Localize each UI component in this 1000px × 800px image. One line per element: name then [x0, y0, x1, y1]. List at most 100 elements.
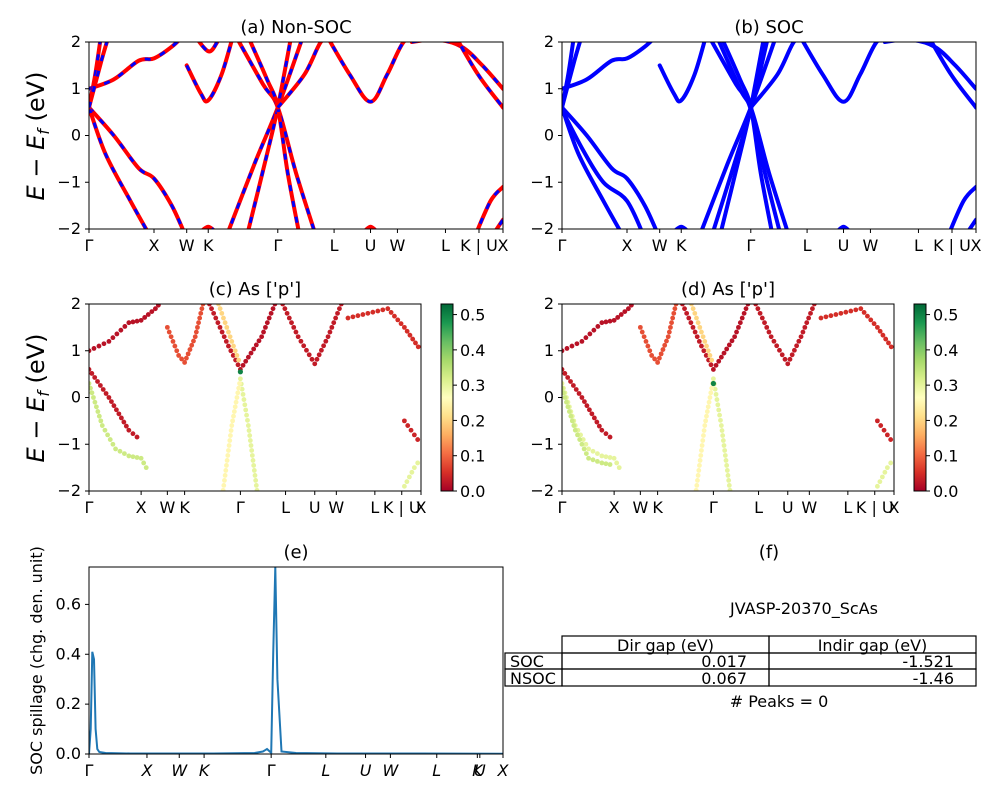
panel-c-band-8-point [220, 493, 225, 498]
panel-a-xtick-label: W [179, 236, 195, 255]
panel-a-band-13-soc-overlay [411, 42, 503, 90]
panel-c-band-3-point [164, 324, 170, 330]
panel-d-band-11-point [806, 315, 812, 321]
panel-a-xtick-label: X [149, 236, 160, 255]
panel-d-band-0-point [611, 317, 617, 323]
panel-d-band-1-point [576, 391, 582, 396]
panel-b-xtick-label: U [838, 236, 850, 255]
panel-c-band-7-point [253, 478, 259, 483]
panel-c-band-6-point [229, 339, 235, 344]
panel-c-band-3-point [166, 329, 172, 335]
panel-c-band-11-point [380, 307, 386, 313]
panel-c-band-5-point [270, 306, 276, 312]
panel-c-band-8-point [234, 395, 240, 400]
panel-d-band-13-point [875, 418, 880, 424]
panel-d-band-1-point [562, 367, 565, 372]
panel-c-band-0-point [114, 331, 120, 337]
panel-d-band-2-point [611, 455, 617, 461]
panel-c-band-7-point [241, 397, 247, 402]
panel-d-xtick-label: W [801, 498, 817, 517]
panel-d-band-11-point [789, 352, 795, 358]
panel-d-band-9-point [703, 418, 709, 424]
panel-d-band-12-point [838, 310, 844, 316]
panel-a-band-7-soc-overlay [227, 42, 303, 229]
panel-d-band-11-point [808, 310, 813, 316]
panel-c-band-11-point [385, 306, 391, 312]
panel-a-ytick-label: −1 [57, 172, 81, 191]
panel-c-band-0-point [106, 339, 112, 344]
panel-c-band-10-point [309, 356, 315, 362]
panel-d-band-3-point [603, 461, 609, 467]
panel-d-band-7-point [689, 304, 694, 307]
panel-c-band-5-point [264, 320, 270, 326]
panel-c-xtick-label: K | U [383, 498, 421, 517]
panel-c-band-13-point [415, 460, 421, 466]
panel-a-band-15-soc-overlay [476, 185, 503, 229]
panel-d-band-1-point [594, 419, 600, 425]
panel-d-colorbar-tick-label: 0.1 [933, 447, 958, 466]
panel-d-band-11-point [755, 306, 761, 312]
panel-c-band-3-point [198, 310, 204, 316]
panel-d-band-8-point [728, 493, 733, 498]
panel-e-xtick-label: X [140, 761, 153, 780]
panel-c-band-3-point [183, 355, 189, 361]
panel-d-band-2-point [590, 448, 596, 454]
panel-e-soc-spillage: (e) SOC spillage (chg. den. unit) 0.0 0.2 0.… [27, 542, 510, 780]
panel-c-band-10-point [321, 343, 327, 349]
panel-c-band-4-point [235, 362, 241, 368]
panel-d-band-13-point [884, 432, 890, 438]
panel-c-band-7-point [246, 428, 252, 433]
panel-d-band-8-point [725, 473, 731, 478]
panel-b-band-5 [562, 42, 582, 110]
panel-c-band-4-point [213, 315, 219, 321]
panel-a-band-2 [89, 42, 181, 91]
panel-d-band-8-point [724, 463, 730, 468]
panel-a-ytick-label: 2 [71, 32, 81, 51]
panel-c-band-3-point [168, 334, 174, 340]
panel-d-band-0-point [564, 346, 570, 351]
panel-a-band-5-soc-overlay [185, 42, 233, 103]
panel-c-xtick-label: X [136, 498, 147, 517]
panel-d-xtick-label: K [652, 498, 663, 517]
panel-c-band-1-point [103, 391, 109, 396]
panel-c-ytick-label: 0 [71, 388, 81, 407]
panel-c-xtick-label: L [281, 498, 290, 517]
panel-d-band-0-point [579, 339, 585, 344]
panel-d-band-14-point [877, 479, 883, 485]
table-value: 0.067 [701, 669, 747, 688]
panel-a-band-2-soc-overlay [89, 42, 180, 91]
panel-d-band-6-point [734, 329, 739, 335]
panel-d-band-7-point [692, 310, 698, 316]
panel-c-band-3-point [200, 304, 206, 307]
panel-c-band-12-point [411, 432, 417, 438]
panel-c-band-10-point [282, 306, 288, 312]
panel-c-band-5-point [248, 350, 254, 356]
panel-d-band-11-point [757, 310, 763, 316]
panel-c-band-3-point [170, 339, 176, 344]
panel-c-band-10-point [323, 338, 329, 344]
panel-b-band-0 [562, 105, 658, 229]
panel-c-band-0-point [89, 348, 92, 354]
panel-d-band-5-point [696, 339, 702, 344]
panel-b-frame [561, 41, 977, 230]
panel-d-band-14-point [875, 483, 880, 489]
panel-c-band-7-point [251, 468, 257, 473]
panel-d-band-11-point [779, 352, 785, 358]
table-cell [768, 668, 977, 687]
panel-b-band-7 [700, 42, 777, 229]
panel-c-band-11-point [365, 310, 371, 316]
panel-d-band-11-point [777, 347, 782, 353]
panel-c-band-10-point [295, 334, 301, 340]
panel-c-band-2-point [141, 460, 147, 466]
panel-a-band-12-soc-overlay [328, 42, 406, 104]
panel-a-xtick-label: U [365, 236, 377, 255]
panel-a-band-6-soc-overlay [197, 42, 219, 53]
panel-c-band-11-point [398, 321, 404, 327]
panel-d-band-4-point [671, 310, 677, 316]
panel-c-band-4-point [211, 310, 217, 316]
panel-d-frame [561, 303, 895, 492]
panel-c-band-3-point [176, 353, 182, 358]
panel-f-title: (f) [759, 542, 779, 563]
panel-c-band-3-point [172, 343, 178, 349]
